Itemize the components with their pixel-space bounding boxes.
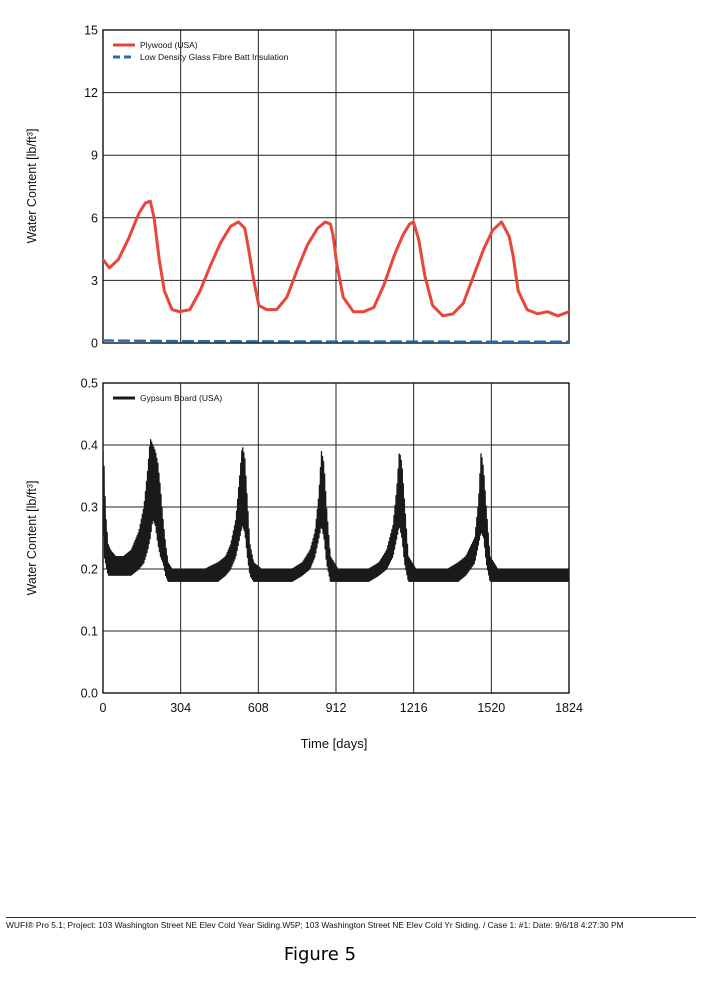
y-tick-label: 0.4 — [81, 439, 98, 453]
x-tick-label: 1824 — [555, 701, 583, 715]
y-tick-label: 0.5 — [81, 377, 98, 391]
y-tick-label: 15 — [84, 24, 98, 38]
plot-frame — [102, 382, 570, 694]
x-tick-label: 1216 — [400, 701, 428, 715]
y-axis-label: Water Content [lb/ft³] — [25, 129, 39, 244]
plywood-insulation-chart: 0 3 6 9 12 15 Water Content [lb/ft³] Plywood (U… — [25, 24, 570, 351]
y-tick-label: 0.0 — [81, 687, 98, 701]
y-tick-label: 0.1 — [81, 625, 98, 639]
x-tick-label: 912 — [326, 701, 347, 715]
footer-text: WUFI® Pro 5.1; Project: 103 Washington S… — [6, 920, 624, 930]
gypsum-board-chart: 0.0 0.1 0.2 0.3 0.4 0.5 0 304 608 912 1216 1520 1824… — [25, 377, 583, 752]
x-tick-label: 1520 — [477, 701, 505, 715]
y-axis-label: Water Content [lb/ft³] — [25, 481, 39, 596]
y-tick-label: 6 — [91, 211, 98, 225]
legend-label: Low Density Glass Fibre Batt Insulation — [140, 52, 289, 62]
figure-caption: Figure 5 — [283, 944, 357, 965]
footer-rule — [6, 917, 696, 918]
y-tick-label: 12 — [84, 86, 98, 100]
x-tick-label: 608 — [248, 701, 269, 715]
legend-label: Plywood (USA) — [140, 40, 198, 50]
y-tick-label: 0.2 — [81, 563, 98, 577]
y-tick-label: 3 — [91, 274, 98, 288]
series-low-density-glass-fibre-batt-insulation — [103, 339, 569, 343]
x-tick-label: 304 — [170, 701, 191, 715]
x-tick-label: 0 — [100, 701, 107, 715]
y-tick-label: 9 — [91, 149, 98, 163]
x-axis-label: Time [days] — [301, 736, 368, 751]
legend-label: Gypsum Board (USA) — [140, 393, 222, 403]
series-gypsum-board-usa — [103, 439, 569, 583]
series-plywood-usa — [103, 199, 569, 318]
plot-frame — [102, 29, 570, 344]
y-tick-label: 0.3 — [81, 501, 98, 515]
y-tick-label: 0 — [91, 337, 98, 351]
